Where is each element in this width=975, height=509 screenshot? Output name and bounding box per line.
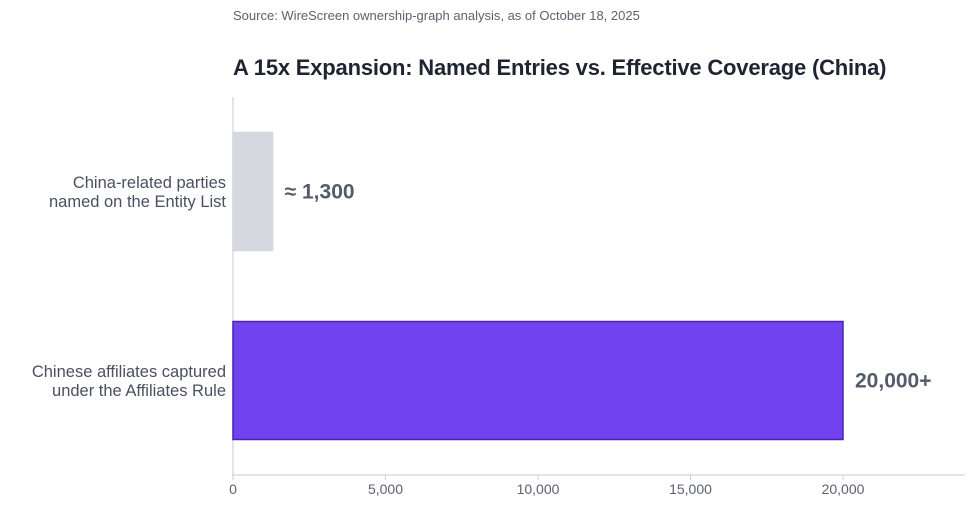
category-label: under the Affiliates Rule — [52, 382, 226, 400]
x-tick-label: 0 — [229, 481, 237, 497]
bar — [233, 322, 843, 440]
category-label: Chinese affiliates captured — [32, 363, 226, 381]
x-tick-label: 5,000 — [368, 481, 403, 497]
bar — [233, 133, 273, 251]
bar-value-label: ≈ 1,300 — [285, 181, 355, 204]
category-label: named on the Entity List — [49, 193, 226, 211]
category-label: China-related parties — [73, 174, 226, 192]
x-tick-label: 15,000 — [669, 481, 712, 497]
x-tick-label: 10,000 — [517, 481, 560, 497]
x-tick-label: 20,000 — [822, 481, 865, 497]
bar-value-label: 20,000+ — [855, 370, 932, 393]
